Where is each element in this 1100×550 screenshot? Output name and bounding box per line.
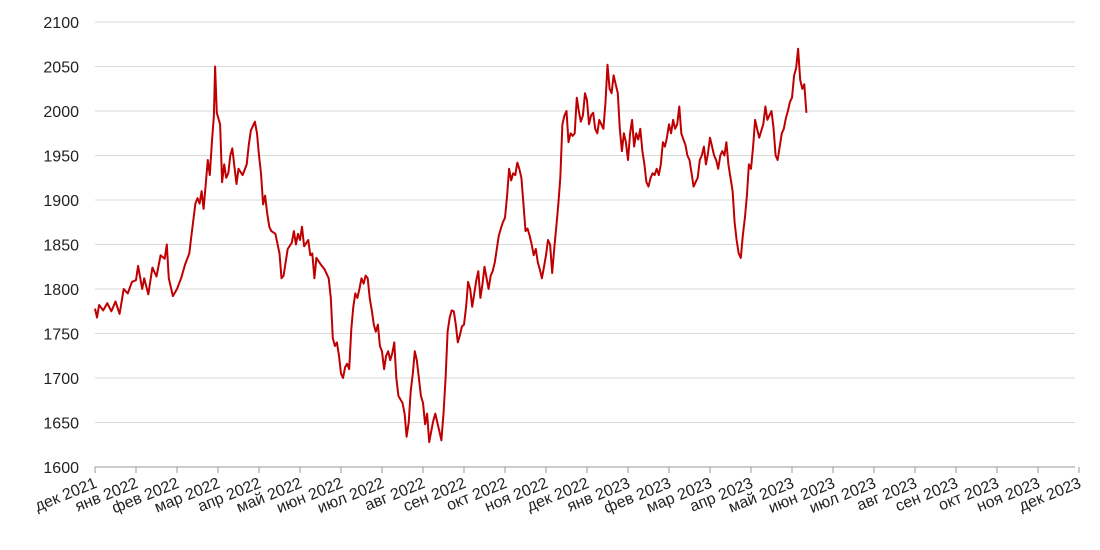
y-tick-label: 1900 [43,193,79,210]
y-tick-label: 1750 [43,327,79,344]
y-tick-label: 1950 [43,149,79,166]
y-tick-label: 2000 [43,104,79,121]
y-tick-label: 2050 [43,60,79,77]
series-layer [94,47,808,444]
y-tick-label: 1650 [43,416,79,433]
y-tick-label: 2100 [43,15,79,32]
series-line [94,47,808,444]
y-tick-label: 1850 [43,238,79,255]
y-tick-label: 1600 [43,460,79,477]
grid-lines [95,21,1075,423]
y-tick-label: 1800 [43,282,79,299]
y-axis-tick-labels: 1600 1650 1700 1750 1800 1850 1900 1950 2000 2050… [43,15,79,477]
y-tick-label: 1700 [43,371,79,388]
